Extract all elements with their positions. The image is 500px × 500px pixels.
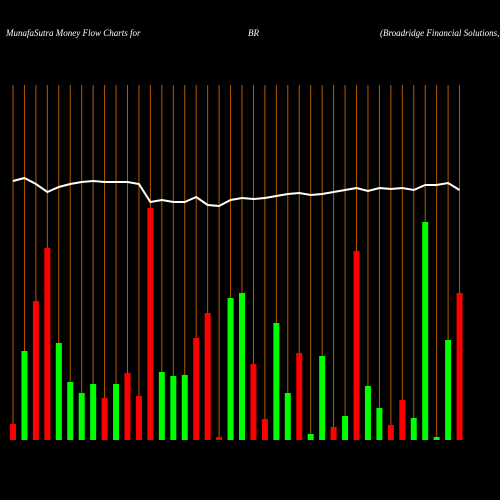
- bar: [296, 353, 303, 440]
- bar: [273, 323, 280, 440]
- bar: [376, 408, 383, 440]
- bar: [78, 393, 85, 440]
- bar: [342, 416, 349, 440]
- bar: [21, 351, 28, 440]
- bar: [330, 427, 337, 440]
- bar: [193, 338, 200, 440]
- bar: [422, 222, 429, 440]
- price-line: [12, 176, 461, 208]
- bar: [135, 396, 142, 440]
- bar: [387, 425, 394, 440]
- bar: [170, 376, 177, 440]
- bar: [239, 293, 245, 440]
- bar: [284, 393, 291, 440]
- bar: [307, 434, 314, 440]
- bar: [250, 364, 257, 440]
- bar: [55, 343, 62, 440]
- bar: [456, 293, 463, 440]
- bar: [410, 418, 417, 440]
- bar: [32, 301, 39, 440]
- bar: [158, 372, 165, 440]
- bar: [124, 373, 131, 440]
- bar: [364, 386, 371, 440]
- bar: [90, 384, 97, 440]
- bar: [181, 375, 188, 440]
- company-name: (Broadridge Financial Solutions,: [380, 28, 499, 38]
- chart-title: MunafaSutra Money Flow Charts for: [5, 28, 141, 38]
- bar: [204, 313, 211, 440]
- bar: [113, 384, 120, 440]
- bar: [319, 356, 326, 440]
- bar: [227, 298, 234, 440]
- bar: [10, 424, 16, 440]
- bar: [147, 208, 154, 440]
- bar: [261, 419, 268, 440]
- bar: [399, 400, 406, 440]
- symbol: BR: [248, 28, 259, 38]
- bar: [445, 340, 452, 440]
- bar: [101, 398, 108, 440]
- bar: [216, 437, 223, 440]
- bar: [433, 437, 440, 440]
- bar: [67, 382, 74, 440]
- bar: [353, 251, 360, 440]
- bar: [44, 248, 51, 440]
